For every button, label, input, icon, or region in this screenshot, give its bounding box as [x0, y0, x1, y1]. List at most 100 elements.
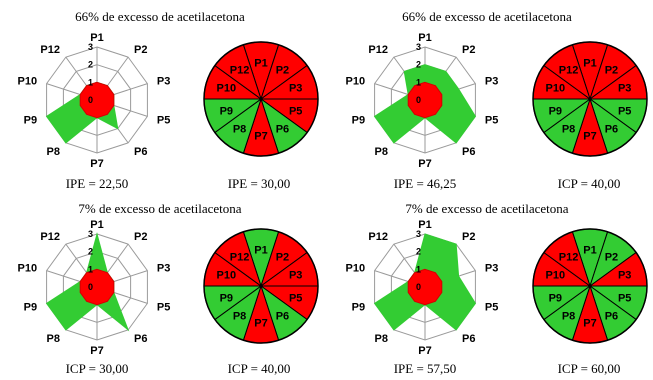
pie-slice-label: P12	[230, 64, 250, 76]
radar-axis-label: P8	[47, 146, 60, 158]
radar-index-label: IPE = 57,50	[394, 361, 457, 376]
radar-axis-label: P3	[157, 76, 170, 88]
radar-axis-label: P10	[18, 263, 38, 275]
panel-top-right: 66% de excesso de acetilacetona 0123P1P2…	[346, 9, 648, 191]
pie-slice-label: P9	[220, 105, 233, 117]
radar-axis-label: P8	[375, 146, 388, 158]
pie-slice-label: P8	[233, 124, 246, 136]
radar-axis-label: P1	[90, 32, 103, 44]
pie-slice-label: P9	[549, 292, 562, 304]
radar-chart: 0 1 2 3P1 P2 P3 P5 P6 P7 P8 P9 P10 P12	[346, 32, 499, 170]
radar-axis-label: P5	[485, 301, 498, 313]
radar-tick-label: 3	[88, 42, 93, 52]
panel-title: 7% de excesso de acetilacetona	[78, 201, 241, 216]
radar-axis-label: P6	[462, 333, 475, 345]
pie-slice-label: P9	[220, 292, 233, 304]
pie-outline	[203, 41, 319, 157]
pie-slice-label: P2	[605, 64, 618, 76]
pie-slice-label: P5	[289, 105, 302, 117]
radar-axis-label: P6	[134, 146, 147, 158]
radar-tick-label: 1	[88, 264, 93, 274]
pie-slice-label: P9	[549, 105, 562, 117]
radar-reference-area	[79, 268, 115, 306]
radar-axis-label: P10	[18, 76, 38, 88]
pie-slice-label: P12	[230, 251, 250, 263]
radar-tick-label: 0	[88, 95, 93, 105]
pie-slice-label: P6	[605, 311, 618, 323]
pie-slice-label: P8	[562, 124, 575, 136]
pie-index-label: ICP = 40,00	[558, 176, 621, 191]
pie-slice-label: P10	[546, 270, 566, 282]
radar-tick-label: 0	[88, 282, 93, 292]
radar-axis-label: P12	[40, 44, 60, 56]
radar-axis-label: P3	[485, 263, 498, 275]
radar-index-label: ICP = 30,00	[66, 361, 129, 376]
pie-slice-label: P5	[289, 292, 302, 304]
radar-axis-label: P8	[47, 333, 60, 345]
radar-index-label: IPE = 46,25	[394, 176, 457, 191]
pie-slice-label: P12	[559, 64, 579, 76]
pie-slice-label: P2	[276, 251, 289, 263]
pie-slice-label: P8	[233, 311, 246, 323]
radar-tick-label: 3	[416, 42, 421, 52]
pie-slice-label: P2	[276, 64, 289, 76]
radar-tick-label: 0	[416, 95, 421, 105]
pie-outline	[532, 41, 648, 157]
radar-axis-label: P2	[462, 231, 475, 243]
radar-axis-label: P7	[418, 158, 431, 170]
radar-chart: 0 1 2 3P1 P2 P3 P5 P6 P7 P8 P9 P10 P12	[18, 32, 171, 170]
radar-axis-label: P3	[485, 76, 498, 88]
pie-slice-label: P7	[254, 130, 267, 142]
radar-chart: 0 1 2 3P1 P2 P3 P5 P6 P7 P8 P9 P10 P12	[18, 219, 171, 357]
pie-outline	[532, 228, 648, 344]
pie-slice-label: P12	[559, 251, 579, 263]
radar-axis-label: P5	[485, 114, 498, 126]
pie-index-label: IPE = 30,00	[228, 176, 291, 191]
radar-axis-label: P12	[40, 231, 60, 243]
pie-slice-label: P8	[562, 311, 575, 323]
radar-axis-label: P7	[90, 345, 103, 357]
radar-axis-label: P6	[134, 333, 147, 345]
pie-index-label: ICP = 40,00	[228, 361, 291, 376]
pie-index-label: ICP = 60,00	[558, 361, 621, 376]
radar-reference-area	[407, 81, 443, 119]
panel-title: 66% de excesso de acetilacetona	[402, 9, 572, 24]
radar-axis-label: P12	[368, 44, 388, 56]
radar-tick-label: 1	[416, 77, 421, 87]
radar-axis-label: P8	[375, 333, 388, 345]
radar-chart: 0 1 2 3P1 P2 P3 P5 P6 P7 P8 P9 P10 P12	[346, 219, 499, 357]
radar-index-label: IPE = 22,50	[66, 176, 129, 191]
radar-tick-label: 1	[88, 77, 93, 87]
radar-axis-label: P5	[157, 114, 170, 126]
radar-axis-label: P10	[346, 263, 366, 275]
pie-slice-label: P1	[254, 245, 267, 257]
pie-slice-label: P5	[618, 292, 631, 304]
radar-axis-label: P9	[352, 114, 365, 126]
pie-slice-label: P2	[605, 251, 618, 263]
radar-tick-label: 2	[88, 60, 93, 70]
panel-title: 7% de excesso de acetilacetona	[405, 201, 568, 216]
pie-slice-label: P3	[289, 270, 302, 282]
radar-tick-label: 3	[88, 229, 93, 239]
radar-axis-label: P2	[134, 44, 147, 56]
radar-axis-label: P1	[90, 219, 103, 231]
pie-slice-label: P1	[254, 58, 267, 70]
radar-axis-label: P9	[24, 301, 37, 313]
pie-slice-label: P1	[583, 245, 596, 257]
pie-slice-label: P7	[254, 317, 267, 329]
radar-axis-label: P7	[90, 158, 103, 170]
radar-axis-label: P7	[418, 345, 431, 357]
pie-slice-label: P3	[289, 83, 302, 95]
radar-axis-label: P12	[368, 231, 388, 243]
pie-slice-label: P7	[583, 317, 596, 329]
radar-axis-label: P1	[418, 32, 431, 44]
radar-reference-area	[79, 81, 115, 119]
panel-top-left: 66% de excesso de acetilacetona 0123P1P2…	[18, 9, 319, 191]
pie-slice-label: P3	[618, 83, 631, 95]
panel-bottom-right: 7% de excesso de acetilacetona 0123P1P2P…	[346, 201, 648, 376]
